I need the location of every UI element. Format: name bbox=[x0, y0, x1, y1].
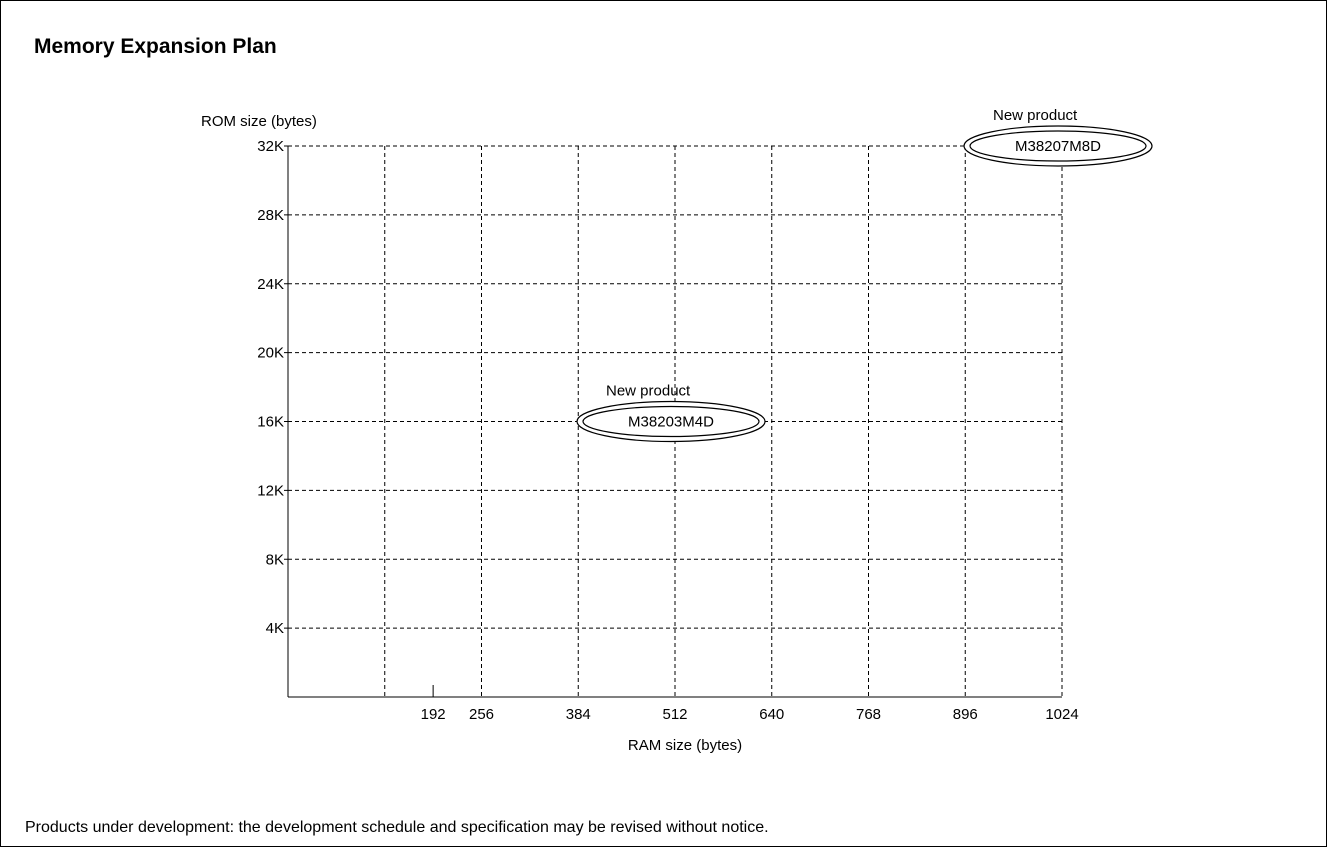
point-label: M38203M4D bbox=[628, 414, 714, 431]
y-axis-title: ROM size (bytes) bbox=[201, 113, 317, 130]
point-inner-ring bbox=[969, 130, 1147, 162]
point-layer: M38203M4D New product M38207M8D New product bbox=[576, 107, 1153, 443]
y-tick-label: 4K bbox=[266, 620, 284, 637]
y-tick-label: 16K bbox=[257, 414, 284, 431]
x-tick-label: 256 bbox=[469, 706, 494, 723]
point-label: M38207M8D bbox=[1015, 138, 1101, 155]
y-tick-label: 12K bbox=[257, 482, 284, 499]
point-inner-ring bbox=[582, 405, 760, 438]
memory-expansion-chart: 4K 8K 12K 16K 20K 24K 28K 32K 192 256 384 512 640 768… bbox=[201, 107, 1153, 754]
point-annotation: New product bbox=[606, 383, 691, 400]
x-tick-label: 512 bbox=[662, 706, 687, 723]
x-tick-label: 1024 bbox=[1045, 706, 1078, 723]
y-tick-label: 8K bbox=[266, 551, 284, 568]
x-tick-label: 640 bbox=[759, 706, 784, 723]
data-point: M38207M8D New product bbox=[963, 107, 1153, 167]
y-tick-label: 28K bbox=[257, 207, 284, 224]
axis-layer: 4K 8K 12K 16K 20K 24K 28K 32K 192 256 384 512 640 768… bbox=[201, 113, 1079, 754]
point-annotation: New product bbox=[993, 107, 1078, 124]
y-tick-label: 32K bbox=[257, 138, 284, 155]
footnote: Products under development: the developm… bbox=[25, 819, 769, 836]
x-tick-label: 768 bbox=[856, 706, 881, 723]
x-tick-label: 384 bbox=[566, 706, 591, 723]
y-tick-label: 24K bbox=[257, 276, 284, 293]
figure-title: Memory Expansion Plan bbox=[34, 35, 277, 58]
x-axis-title: RAM size (bytes) bbox=[628, 737, 742, 754]
y-tick-label: 20K bbox=[257, 345, 284, 362]
x-tick-label: 192 bbox=[421, 706, 446, 723]
data-point: M38203M4D New product bbox=[576, 383, 766, 443]
x-tick-label: 896 bbox=[953, 706, 978, 723]
